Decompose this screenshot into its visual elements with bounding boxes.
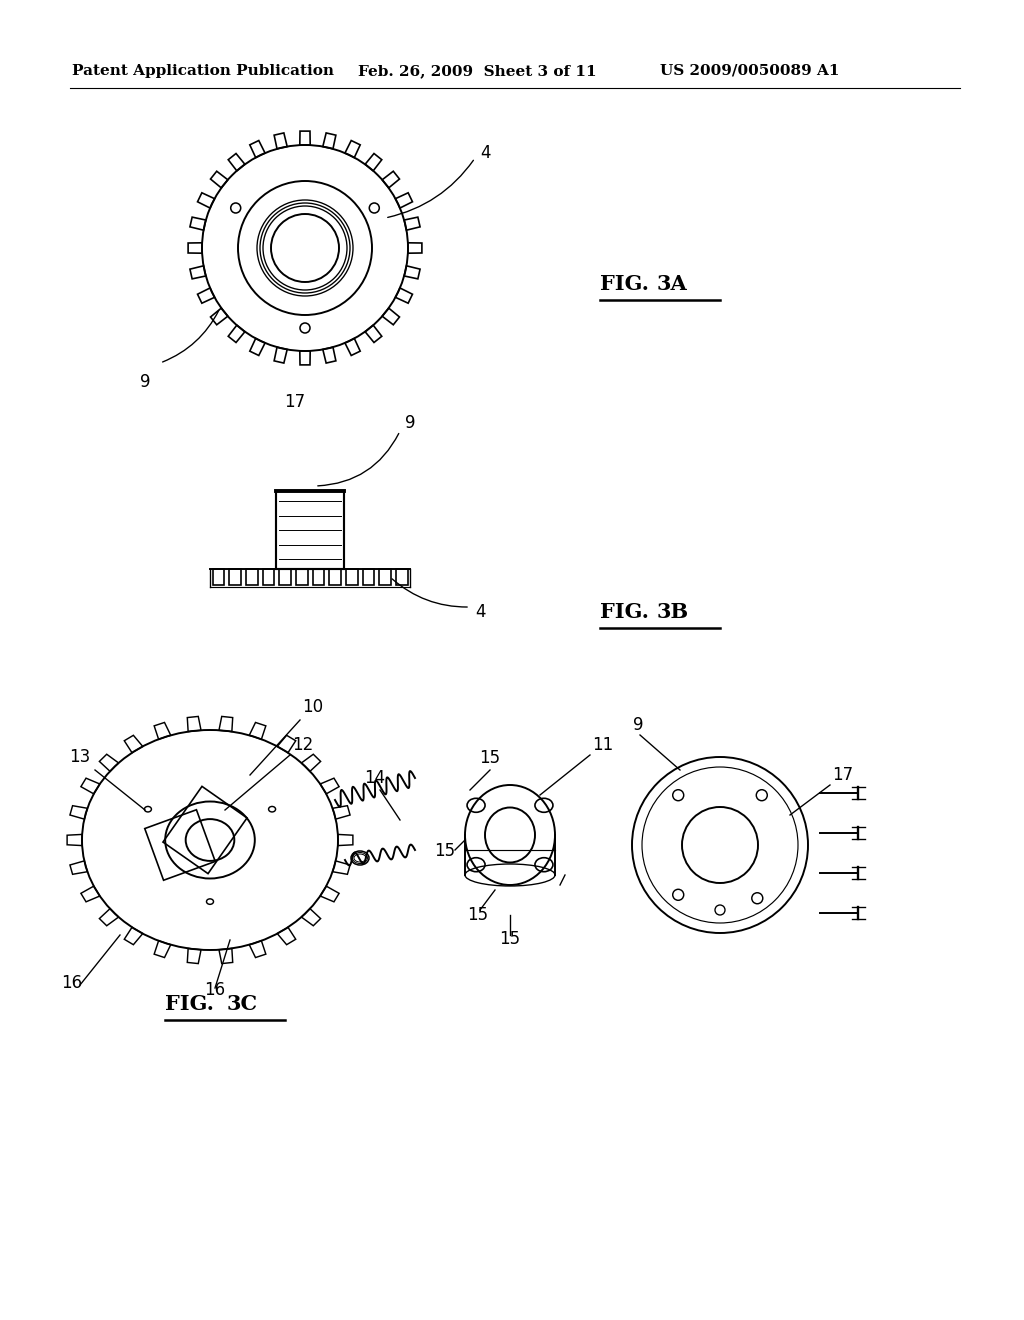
Text: 11: 11 xyxy=(592,737,613,754)
Bar xyxy=(362,569,374,585)
Text: 14: 14 xyxy=(365,770,386,787)
Bar xyxy=(246,569,257,585)
Text: 9: 9 xyxy=(406,414,416,432)
Text: 15: 15 xyxy=(500,931,520,948)
Text: 17: 17 xyxy=(285,393,305,411)
Text: FIG.: FIG. xyxy=(600,275,649,294)
Text: 10: 10 xyxy=(302,698,324,715)
Text: US 2009/0050089 A1: US 2009/0050089 A1 xyxy=(660,63,840,78)
Bar xyxy=(312,569,325,585)
Bar xyxy=(276,491,344,569)
Text: 12: 12 xyxy=(292,737,313,754)
Text: 16: 16 xyxy=(205,981,225,999)
Bar xyxy=(296,569,307,585)
Text: FIG.: FIG. xyxy=(165,994,214,1014)
Text: Patent Application Publication: Patent Application Publication xyxy=(72,63,334,78)
Bar xyxy=(396,569,408,585)
Bar xyxy=(379,569,391,585)
Bar xyxy=(229,569,241,585)
Bar xyxy=(280,569,291,585)
Text: 15: 15 xyxy=(479,748,501,767)
Text: 9: 9 xyxy=(633,715,643,734)
Text: 17: 17 xyxy=(831,766,853,784)
Text: 4: 4 xyxy=(480,144,490,162)
Text: Feb. 26, 2009  Sheet 3 of 11: Feb. 26, 2009 Sheet 3 of 11 xyxy=(358,63,597,78)
Bar xyxy=(329,569,341,585)
Text: 16: 16 xyxy=(61,974,83,993)
Text: 9: 9 xyxy=(139,374,151,391)
Text: 3B: 3B xyxy=(657,602,689,622)
Text: 4: 4 xyxy=(475,603,485,620)
Bar xyxy=(346,569,357,585)
Bar xyxy=(213,569,224,585)
Text: FIG.: FIG. xyxy=(600,602,649,622)
Text: 3C: 3C xyxy=(227,994,258,1014)
Text: 15: 15 xyxy=(467,906,488,924)
Text: 15: 15 xyxy=(434,842,456,861)
Text: 13: 13 xyxy=(70,748,91,766)
Text: 3A: 3A xyxy=(657,275,688,294)
Bar xyxy=(262,569,274,585)
